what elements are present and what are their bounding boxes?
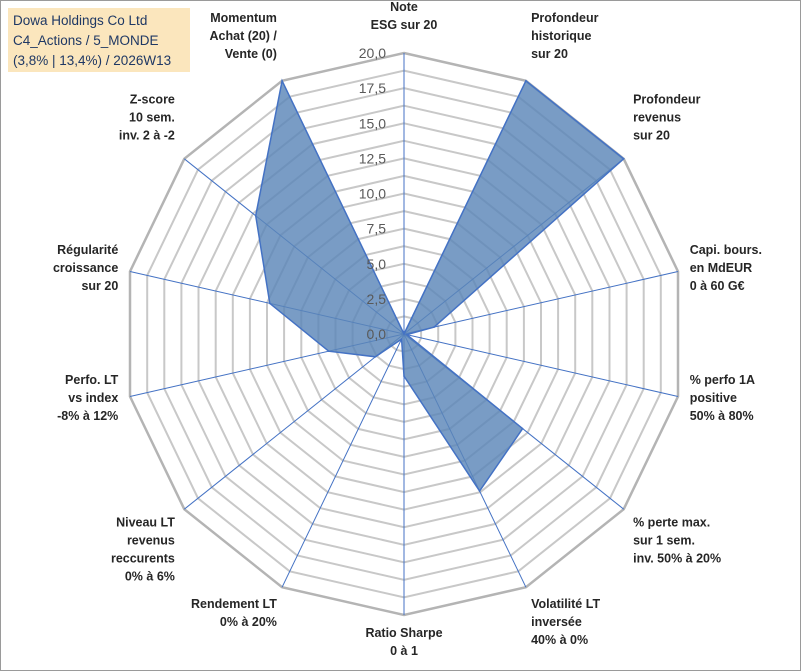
axis-spoke (183, 333, 405, 510)
axis-spoke (281, 333, 405, 588)
tick-label: 20,0 (359, 45, 386, 61)
category-label: % perfo 1A positive 50% à 80% (690, 373, 755, 423)
data-point (281, 80, 283, 82)
data-point (478, 490, 481, 492)
title-box: Dowa Holdings Co Ltd C4_Actions / 5_MOND… (8, 8, 190, 72)
category-label: Niveau LT revenus reccurents 0% à 6% (111, 516, 175, 584)
portfolio-path: C4_Actions / 5_MONDE (13, 33, 159, 48)
category-label: Note ESG sur 20 (371, 0, 438, 32)
category-label: Régularité croissance sur 20 (53, 243, 118, 293)
category-label: % perte max. sur 1 sem. inv. 50% à 20% (633, 516, 721, 566)
category-label: Profondeur historique sur 20 (531, 11, 598, 61)
tick-label: 7,5 (367, 221, 387, 237)
data-point (403, 333, 405, 335)
category-label: Profondeur revenus sur 20 (633, 92, 700, 142)
data-point (374, 356, 377, 358)
tick-label: 10,0 (359, 186, 386, 202)
series-layer (254, 78, 625, 493)
category-label: Perfo. LT vs index -8% à 12% (57, 373, 119, 423)
category-label: Momentum Achat (20) / Vente (0) (210, 11, 278, 61)
data-point (405, 333, 408, 336)
tick-label: 12,5 (359, 150, 386, 166)
category-label: Volatilité LT inversée 40% à 0% (531, 597, 600, 647)
axis-spoke (403, 271, 679, 335)
data-point (521, 427, 524, 430)
tick-layer: 0,0 2,5 5,0 7,5 10,0 12,5 15,0 17,5 20,0 (359, 45, 386, 342)
data-point (403, 375, 405, 377)
data-point (433, 326, 435, 328)
tick-label: 5,0 (367, 256, 387, 272)
tick-label: 0,0 (367, 326, 387, 342)
category-label: Rendement LT 0% à 20% (191, 597, 277, 629)
period-info: (3,8% | 13,4%) / 2026W13 (13, 53, 172, 68)
axis-spoke (403, 333, 679, 397)
data-point (525, 80, 527, 82)
company-name: Dowa Holdings Co Ltd (13, 13, 148, 28)
data-point (622, 158, 625, 160)
tick-label: 17,5 (359, 80, 386, 96)
category-label: Capi. bours. en MdEUR 0 à 60 G€ (690, 243, 762, 293)
series-area (254, 78, 625, 493)
category-label: Ratio Sharpe 0 à 1 (365, 626, 442, 658)
category-label: Z-score 10 sem. inv. 2 à -2 (119, 92, 175, 142)
data-point (400, 338, 403, 340)
tick-label: 2,5 (367, 291, 387, 307)
label-layer: Note ESG sur 20 Profondeur historique sur 20… (53, 0, 762, 658)
data-point (254, 214, 257, 217)
tick-label: 15,0 (359, 115, 386, 131)
data-point (327, 350, 330, 353)
data-point (269, 302, 271, 305)
